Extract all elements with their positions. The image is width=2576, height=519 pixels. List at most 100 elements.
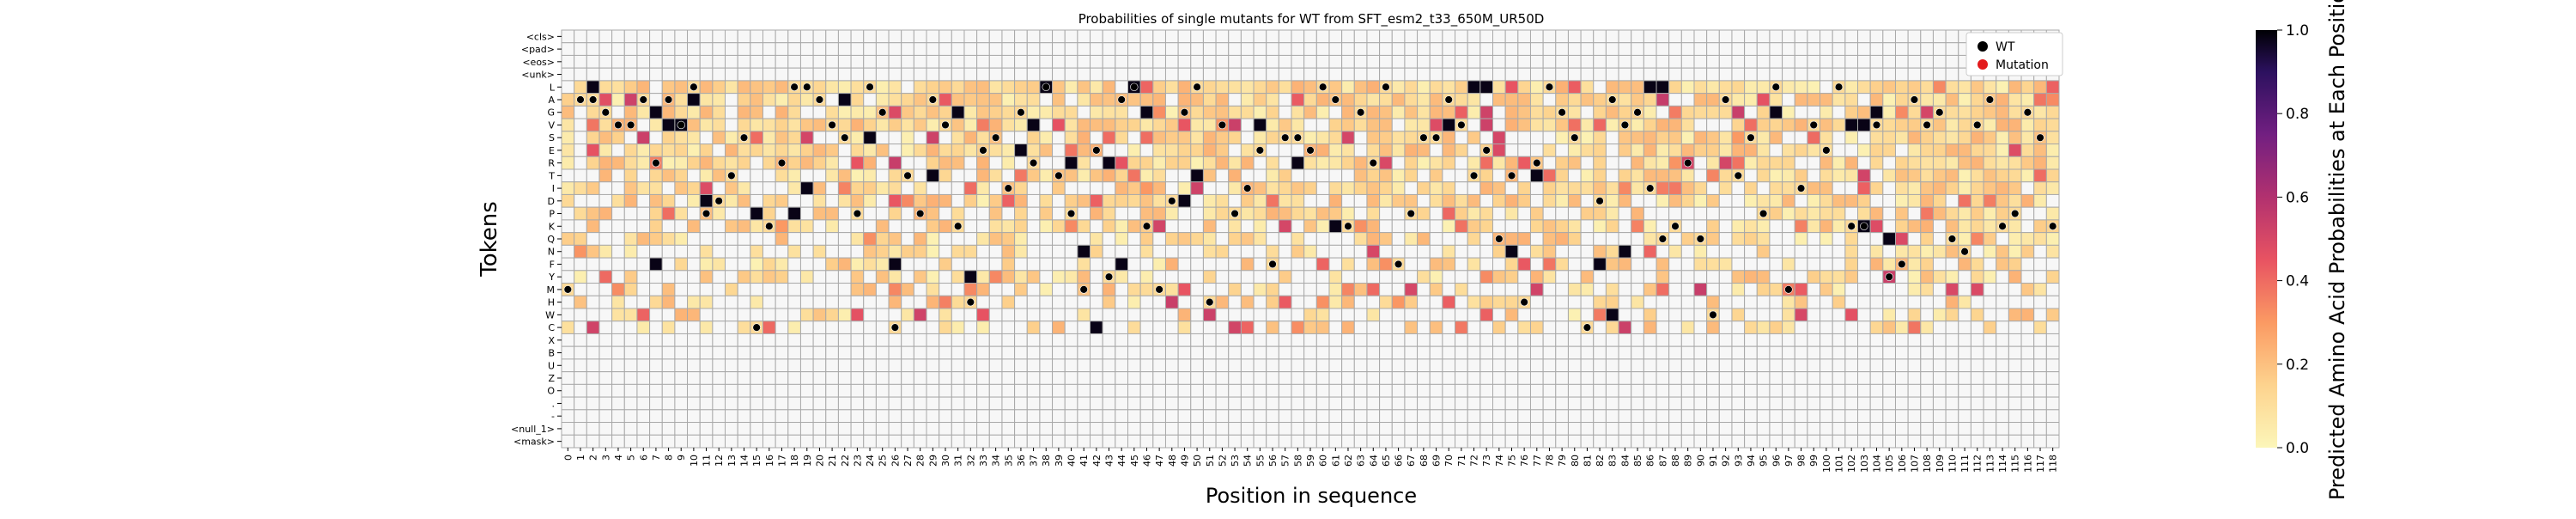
- heatmap-cell: [586, 131, 600, 145]
- heatmap-cell: [611, 371, 625, 385]
- heatmap-cell: [1932, 93, 1947, 107]
- heatmap-cell: [1680, 168, 1695, 183]
- heatmap-cell: [775, 42, 789, 56]
- heatmap-cell: [988, 345, 1003, 360]
- heatmap-cell: [1139, 118, 1154, 132]
- heatmap-cell: [1567, 283, 1582, 296]
- wt-marker: [588, 95, 598, 104]
- heatmap-cell: [863, 93, 877, 107]
- heatmap-cell: [574, 345, 587, 360]
- heatmap-cell: [699, 29, 714, 44]
- heatmap-cell: [598, 131, 613, 145]
- heatmap-cell: [1077, 358, 1091, 373]
- heatmap-cell: [623, 283, 638, 296]
- heatmap-cell: [1631, 295, 1644, 309]
- heatmap-cell: [1315, 383, 1330, 398]
- heatmap-cell: [1052, 434, 1066, 449]
- heatmap-cell: [1026, 219, 1041, 234]
- heatmap-cell: [1039, 219, 1054, 234]
- heatmap-cell: [1983, 156, 1997, 170]
- heatmap-cell: [1014, 244, 1028, 259]
- heatmap-cell: [2008, 283, 2022, 296]
- heatmap-cell: [1429, 93, 1443, 107]
- heatmap-cell: [1164, 80, 1179, 95]
- heatmap-cell: [1240, 42, 1255, 56]
- heatmap-cell: [598, 54, 613, 69]
- heatmap-cell: [674, 383, 689, 398]
- heatmap-cell: [1127, 232, 1141, 246]
- heatmap-cell: [1341, 358, 1355, 373]
- x-tick-label: 52: [1217, 455, 1228, 467]
- heatmap-cell: [1555, 93, 1569, 107]
- heatmap-cell: [712, 29, 726, 44]
- heatmap-cell: [1857, 383, 1871, 398]
- heatmap-cell: [825, 168, 839, 183]
- heatmap-cell: [737, 371, 751, 385]
- heatmap-cell: [649, 232, 663, 246]
- heatmap-cell: [1102, 232, 1116, 246]
- heatmap-cell: [1706, 80, 1720, 95]
- heatmap-cell: [1215, 358, 1230, 373]
- heatmap-cell: [1731, 270, 1746, 284]
- heatmap-cell: [762, 257, 776, 272]
- heatmap-cell: [1202, 409, 1217, 424]
- heatmap-cell: [687, 181, 701, 195]
- heatmap-cell: [611, 270, 625, 284]
- heatmap-cell: [1529, 143, 1544, 157]
- wt-marker: [941, 120, 950, 130]
- heatmap-cell: [674, 54, 689, 69]
- heatmap-cell: [1983, 193, 1997, 208]
- heatmap-cell: [1127, 409, 1141, 424]
- heatmap-cell: [1115, 308, 1128, 322]
- heatmap-cell: [837, 257, 852, 272]
- heatmap-cell: [1907, 409, 1922, 424]
- heatmap-cell: [1026, 283, 1041, 296]
- heatmap-cell: [1820, 131, 1833, 145]
- heatmap-cell: [2020, 93, 2035, 107]
- heatmap-cell: [1442, 358, 1456, 373]
- heatmap-cell: [1517, 206, 1531, 221]
- heatmap-cell: [1555, 396, 1569, 411]
- heatmap-cell: [963, 244, 978, 259]
- heatmap-cell: [1932, 118, 1947, 132]
- heatmap-cell: [1869, 295, 1884, 309]
- heatmap-cell: [850, 143, 865, 157]
- heatmap-cell: [2008, 219, 2022, 234]
- y-tick-label: T: [548, 170, 555, 181]
- heatmap-cell: [1820, 206, 1833, 221]
- heatmap-cell: [799, 93, 814, 107]
- heatmap-cell: [1139, 358, 1154, 373]
- heatmap-cell: [598, 29, 613, 44]
- y-tick-label: E: [549, 145, 555, 156]
- heatmap-cell: [1605, 295, 1619, 309]
- heatmap-cell: [1152, 131, 1166, 145]
- heatmap-cell: [1894, 383, 1909, 398]
- heatmap-cell: [1215, 67, 1230, 82]
- heatmap-cell: [1794, 93, 1808, 107]
- heatmap-cell: [1807, 396, 1821, 411]
- heatmap-cell: [1215, 244, 1230, 259]
- heatmap-cell: [1945, 270, 1959, 284]
- wt-marker: [601, 108, 610, 117]
- heatmap-cell: [1052, 409, 1066, 424]
- heatmap-cell: [2045, 168, 2060, 183]
- heatmap-cell: [2033, 105, 2047, 119]
- wt-marker: [2023, 108, 2032, 117]
- wt-marker: [1369, 158, 1377, 168]
- heatmap-cell: [1467, 308, 1481, 322]
- heatmap-cell: [1001, 321, 1016, 334]
- heatmap-cell: [1278, 383, 1292, 398]
- heatmap-cell: [825, 206, 839, 221]
- heatmap-cell: [1844, 358, 1859, 373]
- heatmap-cell: [1996, 168, 2009, 183]
- heatmap-cell: [1353, 193, 1368, 208]
- heatmap-cell: [586, 105, 600, 119]
- heatmap-cell: [611, 105, 625, 119]
- heatmap-cell: [623, 434, 638, 449]
- heatmap-cell: [1631, 422, 1644, 436]
- x-tick-label: 85: [1632, 455, 1643, 467]
- heatmap-cell: [1315, 67, 1330, 82]
- y-tick-label: Y: [548, 272, 555, 283]
- x-tick-label: 95: [1759, 455, 1770, 467]
- heatmap-cell: [1001, 131, 1016, 145]
